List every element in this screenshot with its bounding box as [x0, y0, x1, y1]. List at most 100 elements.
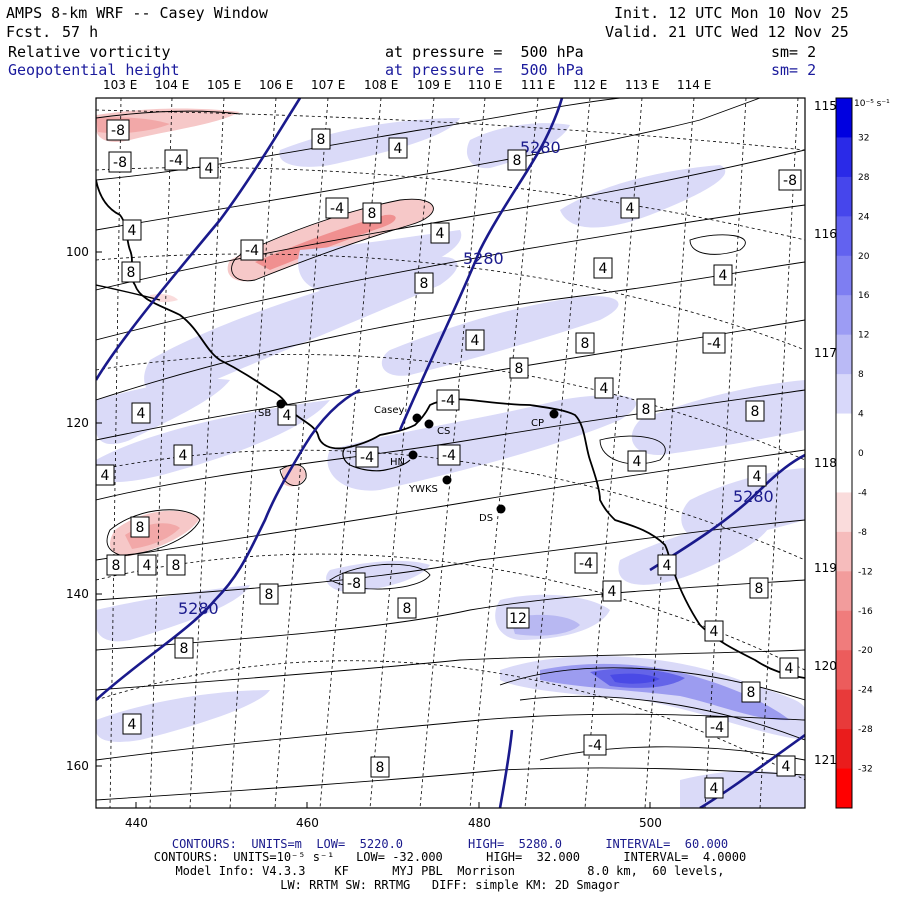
field1-name: Relative vorticity: [8, 43, 171, 61]
vorticity-label: 4: [704, 777, 724, 799]
colorbar-swatch: [836, 610, 852, 651]
colorbar-swatch: [836, 492, 852, 533]
station-dot: [424, 419, 434, 429]
vorticity-label: 4: [277, 404, 297, 426]
vorticity-label-text: 8: [420, 276, 429, 292]
vorticity-label: -4: [164, 149, 188, 171]
field1-smoothing: sm= 2: [771, 43, 817, 61]
vorticity-label: 8: [106, 554, 126, 576]
plot-frame: [95, 97, 806, 809]
vorticity-label-text: -4: [169, 153, 183, 169]
station-dot: [496, 504, 506, 514]
vorticity-label: 8: [174, 637, 194, 659]
vorticity-label: 12: [506, 607, 530, 629]
vorticity-label-text: 4: [143, 558, 152, 574]
vorticity-label: 8: [121, 261, 141, 283]
height-label: 5280: [463, 249, 504, 268]
vorticity-label-text: 8: [755, 581, 764, 597]
vorticity-label: 8: [575, 332, 595, 354]
y-tick-label: 100: [66, 245, 89, 259]
vorticity-label: 8: [362, 202, 382, 224]
vorticity-label-text: 4: [753, 469, 762, 485]
vorticity-label: 4: [173, 444, 193, 466]
colorbar-swatch: [836, 255, 852, 296]
vorticity-label: 4: [594, 377, 614, 399]
vorticity-label-text: 8: [265, 587, 274, 603]
field2-name: Geopotential height: [8, 61, 180, 79]
lon-label: 114 E: [677, 78, 711, 92]
vorticity-label: -4: [437, 444, 461, 466]
colorbar-swatch: [836, 334, 852, 375]
vorticity-label-text: -4: [442, 448, 456, 464]
lon-label: 110 E: [468, 78, 502, 92]
vorticity-label-text: 4: [600, 381, 609, 397]
vorticity-label-text: 4: [782, 759, 791, 775]
vorticity-label-text: 4: [710, 781, 719, 797]
x-tick-label: 500: [639, 816, 662, 830]
colorbar-label: 28: [858, 173, 870, 183]
vorticity-label-text: 8: [317, 132, 326, 148]
vorticity-label: -4: [436, 389, 460, 411]
vorticity-label-text: 8: [180, 641, 189, 657]
colorbar-swatch: [836, 453, 852, 493]
vorticity-label: 4: [704, 620, 724, 642]
vorticity-label: 4: [627, 450, 647, 472]
vorticity-label-text: 4: [626, 201, 635, 217]
vorticity-label-text: 4: [436, 226, 445, 242]
vorticity-label-text: 4: [608, 584, 617, 600]
lon-label: 112 E: [573, 78, 607, 92]
vorticity-label: -4: [325, 197, 349, 219]
colorbar-swatch: [836, 729, 852, 770]
vorticity-label: 4: [430, 222, 450, 244]
y-tick-label: 160: [66, 759, 89, 773]
station-name: CP: [531, 418, 544, 429]
vorticity-label: -8: [342, 572, 366, 594]
vorticity-label: 8: [741, 681, 761, 703]
colorbar-swatch: [836, 295, 852, 336]
colorbar-swatch: [836, 374, 852, 415]
vorticity-label: -8: [106, 119, 130, 141]
field1-pressure: at pressure = 500 hPa: [385, 43, 584, 61]
colorbar-swatch: [836, 650, 852, 691]
vorticity-label-text: -8: [111, 123, 125, 139]
colorbar-swatch: [836, 689, 852, 730]
vorticity-label: -4: [355, 446, 379, 468]
vorticity-label-text: 4: [719, 268, 728, 284]
stations: SB Casey CS HN YWKS CP DS: [258, 399, 559, 524]
footer-vorticity-contours: CONTOURS: UNITS=10⁻⁵ s⁻¹ LOW= -32.000 HI…: [153, 850, 747, 864]
colorbar-label: 12: [858, 331, 869, 341]
vorticity-label-text: 8: [112, 558, 121, 574]
vorticity-label: 8: [636, 398, 656, 420]
height-label: 5280: [178, 599, 219, 618]
vorticity-label: -4: [583, 734, 607, 756]
colorbar-label: -32: [858, 765, 873, 775]
vorticity-label: 4: [96, 464, 115, 486]
station-name: HN: [390, 457, 405, 468]
vorticity-label: -8: [778, 169, 802, 191]
vorticity-label: 8: [414, 272, 434, 294]
vorticity-label-text: 8: [751, 404, 760, 420]
colorbar-label: -8: [858, 528, 867, 538]
vorticity-label-text: -4: [441, 393, 455, 409]
vorticity-label-text: -4: [360, 450, 374, 466]
lon-label: 106 E: [259, 78, 293, 92]
colorbar-label: 16: [858, 291, 870, 301]
colorbar-label: -20: [858, 646, 873, 656]
init-time: Init. 12 UTC Mon 10 Nov 25: [614, 4, 849, 22]
station-name: YWKS: [408, 484, 438, 495]
vorticity-label-text: -8: [347, 576, 361, 592]
colorbar-label: -16: [858, 607, 873, 617]
x-tick-label: 460: [296, 816, 319, 830]
colorbar-label: -4: [858, 488, 867, 498]
vorticity-label: -8: [108, 151, 132, 173]
vorticity-label: 4: [620, 197, 640, 219]
station-name: Casey: [374, 405, 404, 416]
colorbar-label: -28: [858, 725, 873, 735]
colorbar-unit: 10⁻⁵ s⁻¹: [854, 99, 890, 109]
vorticity-label-text: 12: [509, 611, 527, 627]
vorticity-label-text: 4: [283, 408, 292, 424]
vorticity-label: 8: [166, 554, 186, 576]
vorticity-label-text: 4: [663, 558, 672, 574]
vorticity-label-text: 8: [368, 206, 377, 222]
colorbar-label: 8: [858, 370, 864, 380]
